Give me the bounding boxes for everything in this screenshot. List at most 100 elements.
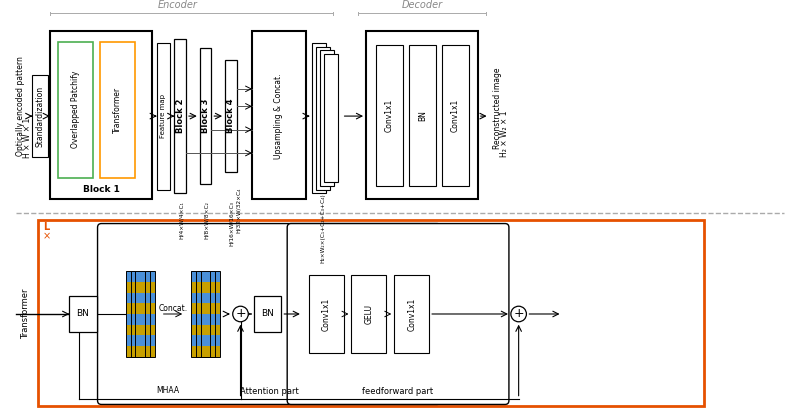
FancyBboxPatch shape <box>126 336 145 346</box>
Text: Block 4: Block 4 <box>226 99 235 133</box>
FancyBboxPatch shape <box>287 223 509 404</box>
FancyBboxPatch shape <box>196 314 215 325</box>
FancyBboxPatch shape <box>201 282 220 293</box>
FancyBboxPatch shape <box>201 325 220 336</box>
Text: Attention part: Attention part <box>240 387 298 396</box>
FancyBboxPatch shape <box>135 346 155 357</box>
Text: H/16×W/16×C₃: H/16×W/16×C₃ <box>230 201 234 246</box>
FancyBboxPatch shape <box>16 21 784 211</box>
FancyBboxPatch shape <box>196 303 215 314</box>
Text: Concat.: Concat. <box>159 304 188 312</box>
Text: Transformer: Transformer <box>114 87 122 133</box>
Text: Conv1x1: Conv1x1 <box>407 297 416 331</box>
FancyBboxPatch shape <box>130 282 150 293</box>
FancyBboxPatch shape <box>200 48 211 184</box>
FancyBboxPatch shape <box>196 346 215 357</box>
Text: H/32×W/32×C₄: H/32×W/32×C₄ <box>236 188 241 233</box>
FancyBboxPatch shape <box>126 271 145 282</box>
FancyBboxPatch shape <box>201 271 220 282</box>
FancyBboxPatch shape <box>316 47 330 189</box>
Text: L: L <box>43 222 50 231</box>
FancyBboxPatch shape <box>196 282 215 293</box>
Text: H × W × 1: H × W × 1 <box>23 117 32 158</box>
FancyBboxPatch shape <box>201 336 220 346</box>
FancyBboxPatch shape <box>130 303 150 314</box>
FancyBboxPatch shape <box>191 282 210 293</box>
FancyBboxPatch shape <box>191 346 210 357</box>
Text: Optically encoded pattern: Optically encoded pattern <box>16 56 26 156</box>
FancyBboxPatch shape <box>394 275 429 353</box>
FancyBboxPatch shape <box>126 303 145 314</box>
Text: GELU: GELU <box>364 304 374 324</box>
FancyBboxPatch shape <box>174 39 186 193</box>
FancyBboxPatch shape <box>196 293 215 303</box>
Text: H₂ × W₂ × 1: H₂ × W₂ × 1 <box>499 110 509 157</box>
Text: Reconstructed image: Reconstructed image <box>493 68 502 149</box>
Text: Block 3: Block 3 <box>201 99 210 133</box>
FancyBboxPatch shape <box>191 336 210 346</box>
FancyBboxPatch shape <box>225 60 237 172</box>
FancyBboxPatch shape <box>191 293 210 303</box>
FancyBboxPatch shape <box>313 43 326 193</box>
FancyBboxPatch shape <box>191 325 210 336</box>
FancyBboxPatch shape <box>135 303 155 314</box>
FancyBboxPatch shape <box>191 271 210 282</box>
FancyBboxPatch shape <box>309 275 343 353</box>
FancyBboxPatch shape <box>126 293 145 303</box>
FancyBboxPatch shape <box>135 314 155 325</box>
FancyBboxPatch shape <box>70 297 97 331</box>
Circle shape <box>233 306 248 322</box>
FancyBboxPatch shape <box>409 45 436 186</box>
FancyBboxPatch shape <box>32 75 48 157</box>
FancyBboxPatch shape <box>196 336 215 346</box>
FancyBboxPatch shape <box>135 293 155 303</box>
Text: ×: × <box>43 231 51 241</box>
FancyBboxPatch shape <box>101 42 135 178</box>
Text: Feature map: Feature map <box>160 94 166 138</box>
Text: feedforward part: feedforward part <box>362 387 434 396</box>
Text: Standardization: Standardization <box>36 86 45 147</box>
FancyBboxPatch shape <box>50 31 152 199</box>
FancyBboxPatch shape <box>135 336 155 346</box>
Text: H/4×W/4×C₁: H/4×W/4×C₁ <box>178 201 184 239</box>
Text: BN: BN <box>77 310 90 318</box>
Text: Block 1: Block 1 <box>82 185 119 194</box>
Text: +: + <box>235 307 246 320</box>
FancyBboxPatch shape <box>196 325 215 336</box>
Text: H/8×W/8×C₂: H/8×W/8×C₂ <box>204 201 209 239</box>
Text: +: + <box>514 307 524 320</box>
Text: Overlapped Patchify: Overlapped Patchify <box>70 71 80 148</box>
FancyBboxPatch shape <box>130 336 150 346</box>
Text: Conv1x1: Conv1x1 <box>451 98 460 132</box>
FancyBboxPatch shape <box>366 31 478 199</box>
FancyBboxPatch shape <box>38 220 704 407</box>
Text: Encoder: Encoder <box>158 0 198 10</box>
FancyBboxPatch shape <box>201 293 220 303</box>
FancyBboxPatch shape <box>201 303 220 314</box>
Text: MHAA: MHAA <box>157 386 180 395</box>
Text: H₂×W₂×(C₁+C₂+C₃+C₄): H₂×W₂×(C₁+C₂+C₃+C₄) <box>321 193 326 263</box>
FancyBboxPatch shape <box>126 346 145 357</box>
Circle shape <box>511 306 526 322</box>
FancyBboxPatch shape <box>196 271 215 282</box>
Text: BN: BN <box>262 310 274 318</box>
Text: Block 2: Block 2 <box>176 99 185 133</box>
FancyBboxPatch shape <box>130 325 150 336</box>
FancyBboxPatch shape <box>126 282 145 293</box>
FancyBboxPatch shape <box>191 303 210 314</box>
FancyBboxPatch shape <box>135 325 155 336</box>
FancyBboxPatch shape <box>58 42 93 178</box>
FancyBboxPatch shape <box>351 275 386 353</box>
Text: Transformer: Transformer <box>21 289 30 339</box>
FancyBboxPatch shape <box>201 346 220 357</box>
FancyBboxPatch shape <box>130 293 150 303</box>
FancyBboxPatch shape <box>376 45 403 186</box>
FancyBboxPatch shape <box>191 314 210 325</box>
Text: BN: BN <box>418 110 427 121</box>
FancyBboxPatch shape <box>130 314 150 325</box>
FancyBboxPatch shape <box>126 325 145 336</box>
FancyBboxPatch shape <box>157 43 170 189</box>
FancyBboxPatch shape <box>442 45 469 186</box>
FancyBboxPatch shape <box>98 223 441 404</box>
FancyBboxPatch shape <box>254 297 282 331</box>
